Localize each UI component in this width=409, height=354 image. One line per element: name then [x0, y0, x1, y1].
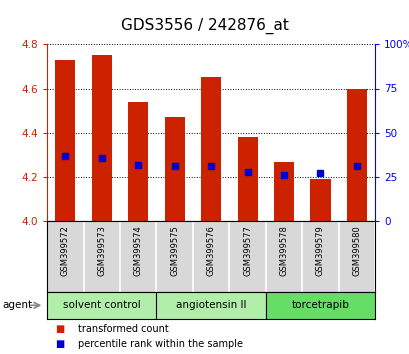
- Bar: [156, 292, 265, 319]
- Text: GSM399576: GSM399576: [206, 225, 215, 276]
- Text: GSM399574: GSM399574: [133, 225, 142, 275]
- Text: agent: agent: [2, 300, 32, 310]
- Text: GSM399573: GSM399573: [97, 225, 106, 276]
- Bar: [201, 78, 220, 221]
- Bar: [92, 55, 112, 221]
- Text: GSM399575: GSM399575: [170, 225, 179, 275]
- Text: ■: ■: [55, 324, 65, 333]
- Bar: [237, 137, 257, 221]
- Text: GSM399580: GSM399580: [352, 225, 361, 275]
- Bar: [164, 117, 184, 221]
- Bar: [55, 60, 75, 221]
- Bar: [346, 88, 366, 221]
- Text: solvent control: solvent control: [63, 300, 140, 310]
- Bar: [128, 102, 148, 221]
- Text: transformed count: transformed count: [78, 324, 168, 333]
- Bar: [47, 292, 156, 319]
- Text: GSM399577: GSM399577: [243, 225, 252, 276]
- Text: GSM399578: GSM399578: [279, 225, 288, 276]
- Text: GSM399579: GSM399579: [315, 225, 324, 275]
- Bar: [310, 179, 330, 221]
- Text: angiotensin II: angiotensin II: [175, 300, 246, 310]
- Bar: [265, 292, 374, 319]
- Bar: [273, 161, 293, 221]
- Text: GSM399572: GSM399572: [61, 225, 70, 275]
- Text: percentile rank within the sample: percentile rank within the sample: [78, 339, 242, 349]
- Text: torcetrapib: torcetrapib: [291, 300, 348, 310]
- Text: ■: ■: [55, 339, 65, 349]
- Text: GDS3556 / 242876_at: GDS3556 / 242876_at: [121, 17, 288, 34]
